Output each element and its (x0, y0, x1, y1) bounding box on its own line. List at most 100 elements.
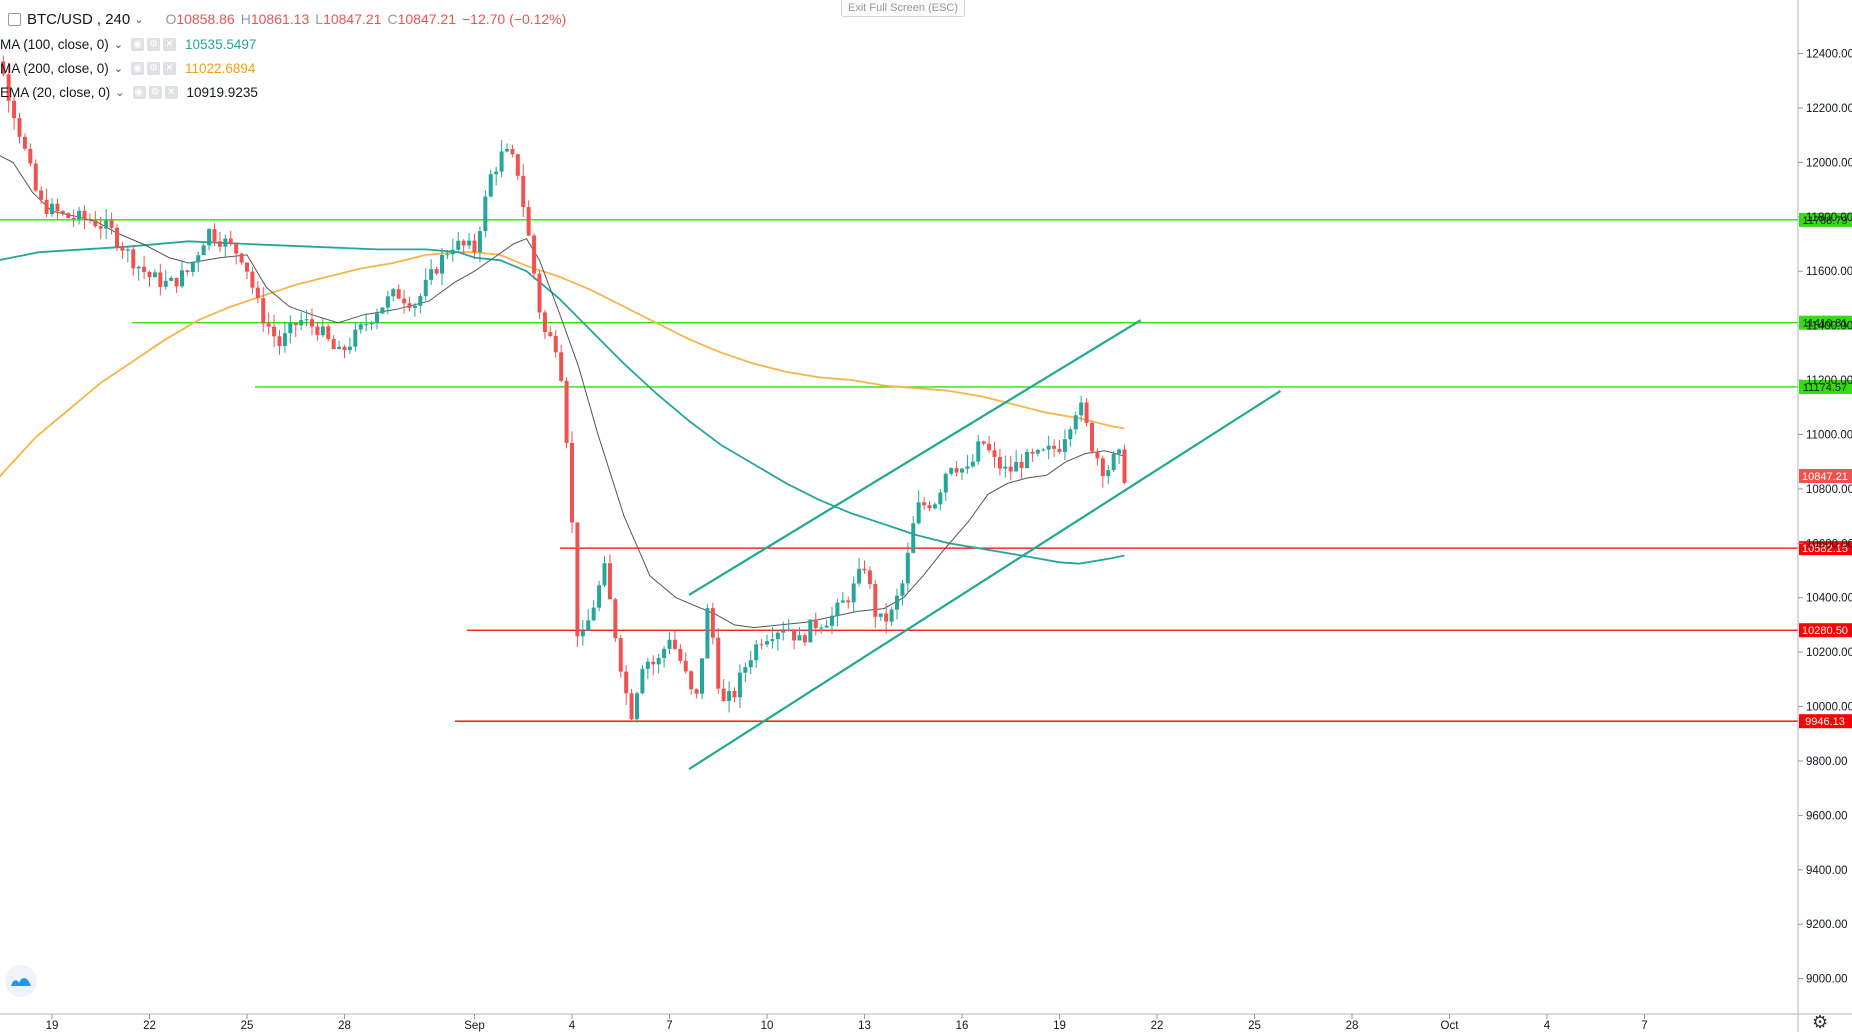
close-icon[interactable]: ✕ (163, 37, 177, 51)
x-tick-label: 25 (241, 1020, 254, 1032)
candle-body (1106, 470, 1111, 477)
candle-body (846, 600, 851, 603)
candle-body (1030, 451, 1035, 454)
candle-body (391, 289, 396, 297)
candle-body (997, 456, 1002, 469)
candle-body (716, 637, 721, 689)
exit-fullscreen-button[interactable]: Exit Full Screen (ESC) (841, 0, 965, 17)
symbol-checkbox[interactable] (8, 12, 21, 26)
y-tick-label: 12400.00 (1806, 49, 1852, 61)
candle-body (1090, 422, 1094, 452)
candle-body (1052, 445, 1057, 449)
gear-icon[interactable]: ⚙ (148, 85, 162, 99)
candle-body (618, 638, 623, 672)
candle-body (250, 271, 255, 288)
horizontal-levels: 11788.79 11410.81 11174.57 10582.15 10280.50… (0, 212, 1852, 729)
symbol-name[interactable]: BTC/USD (27, 10, 93, 28)
level-label: 11788.79 (1802, 215, 1847, 227)
candle-body (705, 608, 710, 659)
candle-body (277, 336, 282, 347)
gear-icon[interactable]: ⚙ (147, 37, 161, 51)
candle-body (320, 326, 325, 336)
candle-body (60, 211, 65, 214)
candle-body (445, 254, 450, 256)
candle-body (548, 332, 553, 337)
candle-body (889, 609, 894, 622)
gear-icon[interactable]: ⚙ (1812, 1012, 1829, 1032)
candle-body (954, 468, 959, 473)
close-icon[interactable]: ✕ (163, 61, 177, 75)
candle-body (521, 175, 526, 208)
x-tick-label: 13 (858, 1020, 871, 1032)
candle-body (792, 629, 797, 641)
candle-body (115, 227, 119, 247)
x-tick-label: Oct (1441, 1020, 1460, 1032)
candle-body (1014, 461, 1019, 472)
close-icon[interactable]: ✕ (164, 85, 178, 99)
x-tick-label: 22 (1151, 1020, 1164, 1032)
candle-body (830, 615, 834, 626)
indicator-ma100[interactable]: MA (100, close, 0) ⌄ ◉ ⚙ ✕ 10535.5497 (0, 34, 256, 54)
channel-line (688, 319, 1142, 596)
level-label: 10280.50 (1802, 625, 1848, 637)
candle-body (1100, 458, 1105, 477)
candle-body (613, 599, 618, 639)
candle-body (672, 639, 677, 649)
eye-icon[interactable]: ◉ (131, 37, 145, 51)
candle-body (293, 323, 298, 326)
indicator-ema20[interactable]: EMA (20, close, 0) ⌄ ◉ ⚙ ✕ 10919.9235 (0, 82, 258, 102)
chevron-down-icon[interactable]: ⌄ (134, 13, 144, 26)
candle-body (104, 220, 109, 229)
candle-body (1019, 461, 1024, 468)
x-tick-label: 28 (1346, 1020, 1359, 1032)
candle-body (185, 270, 190, 273)
chevron-down-icon[interactable]: ⌄ (113, 62, 124, 75)
candle-body (304, 319, 309, 321)
candle-body (932, 504, 937, 509)
x-tick-label: Sep (464, 1020, 484, 1032)
candle-body (136, 266, 141, 269)
candle-body (526, 207, 531, 236)
candle-body (467, 240, 472, 246)
candle-body (407, 303, 412, 308)
candle-body (180, 270, 184, 287)
level-label-box (1799, 623, 1852, 638)
y-tick-label: 9800.00 (1806, 756, 1848, 768)
y-tick-label: 11600.00 (1806, 266, 1852, 278)
candle-body (71, 217, 76, 220)
level-label: 11410.81 (1802, 318, 1847, 330)
x-tick-label: 7 (666, 1020, 672, 1032)
eye-icon[interactable]: ◉ (132, 85, 146, 99)
candle-body (797, 635, 802, 641)
candle-body (483, 196, 488, 232)
candle-body (532, 235, 537, 274)
candle-body (597, 585, 602, 608)
indicator-name: EMA (20, close, 0) (0, 84, 111, 100)
x-tick-label: 7 (1641, 1020, 1647, 1032)
level-label-box (1799, 379, 1852, 394)
candle-body (98, 226, 103, 229)
level-label: 9946.13 (1805, 716, 1845, 728)
candle-body (255, 287, 260, 299)
chevron-down-icon[interactable]: ⌄ (115, 86, 125, 99)
y-tick-label: 11800.00 (1806, 212, 1852, 224)
candle-body (965, 466, 970, 469)
candle-body (347, 346, 352, 351)
candle-body (1, 61, 6, 75)
tradingview-logo[interactable] (5, 965, 37, 997)
interval-value[interactable]: 240 (105, 10, 131, 28)
eye-icon[interactable]: ◉ (131, 61, 145, 75)
candle-body (6, 74, 11, 101)
candle-body (93, 220, 98, 227)
candle-body (580, 630, 585, 637)
gear-icon[interactable]: ⚙ (147, 61, 161, 75)
candle-body (786, 629, 791, 631)
candle-body (66, 213, 71, 218)
y-tick-label: 10400.00 (1806, 593, 1852, 605)
candle-body (689, 671, 694, 690)
chevron-down-icon[interactable]: ⌄ (113, 38, 124, 51)
level-label: 11174.57 (1803, 382, 1847, 394)
indicator-ma200[interactable]: MA (200, close, 0) ⌄ ◉ ⚙ ✕ 11022.6894 (0, 58, 255, 78)
candle-body (1073, 415, 1078, 430)
